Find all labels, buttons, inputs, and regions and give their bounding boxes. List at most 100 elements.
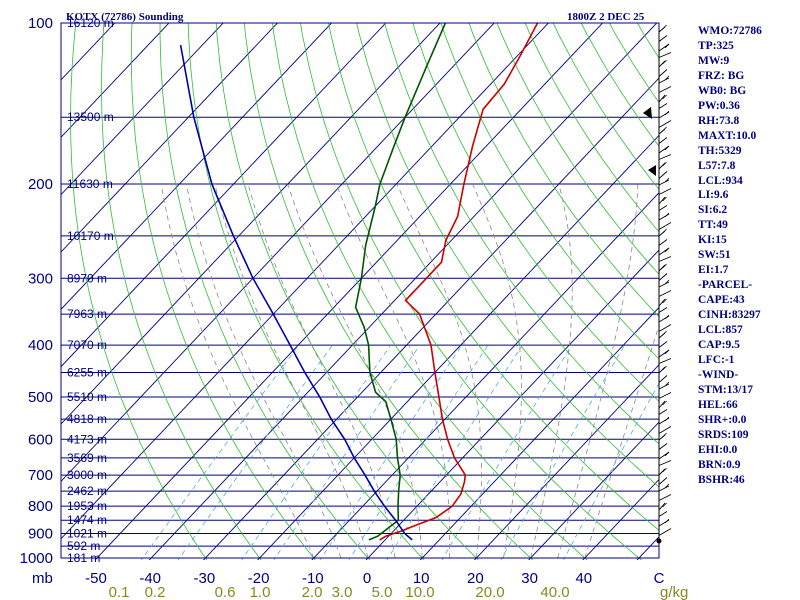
index-item: EHI:0.0 bbox=[698, 443, 738, 456]
index-item: -PARCEL- bbox=[698, 279, 753, 292]
index-item: CINH:83297 bbox=[698, 309, 761, 322]
wind-barb-flag bbox=[664, 110, 670, 116]
index-item: LI:9.6 bbox=[698, 189, 729, 202]
wind-barb bbox=[658, 196, 666, 205]
temperature-tick-label: -10 bbox=[302, 570, 324, 587]
wind-barb bbox=[658, 179, 670, 186]
isotherm-line bbox=[94, 23, 604, 560]
wind-barb bbox=[658, 222, 672, 230]
wind-barb bbox=[658, 188, 672, 195]
wind-barb bbox=[658, 137, 668, 144]
wind-barb bbox=[658, 528, 672, 536]
wind-barb bbox=[658, 358, 672, 364]
pressure-tick-label: 700 bbox=[28, 467, 53, 484]
index-item: KI:15 bbox=[698, 234, 727, 247]
wind-barb bbox=[658, 341, 668, 348]
dry-adiabat-line bbox=[215, 23, 479, 560]
wind-barb-flag bbox=[664, 416, 670, 422]
index-item: HEL:66 bbox=[698, 398, 738, 411]
height-label: 11630 m bbox=[67, 177, 113, 191]
index-item: LFC:-1 bbox=[698, 353, 735, 366]
wind-barb bbox=[658, 77, 670, 84]
isotherm-line bbox=[473, 364, 659, 560]
dry-adiabat-line bbox=[412, 23, 659, 402]
wind-barb-flag bbox=[664, 314, 670, 320]
mixing-ratio-line bbox=[273, 344, 421, 560]
pressure-tick-label: 1000 bbox=[20, 550, 53, 567]
dry-adiabat-line bbox=[384, 23, 659, 445]
isotherm-line bbox=[61, 23, 224, 196]
wind-barb bbox=[658, 375, 668, 383]
wind-barb-flag bbox=[662, 94, 667, 100]
wind-barb bbox=[658, 60, 666, 68]
height-label: 3569 m bbox=[67, 451, 107, 465]
wind-barb bbox=[658, 103, 668, 109]
surface-wind-marker bbox=[656, 538, 662, 544]
mixing-ratio-line bbox=[563, 382, 659, 560]
dry-adiabat-line bbox=[187, 23, 425, 560]
wind-barb bbox=[658, 494, 672, 501]
index-item: BSHR:46 bbox=[698, 473, 745, 486]
index-item: SHR+:0.0 bbox=[698, 413, 747, 426]
wind-barb-flag bbox=[662, 126, 667, 132]
isotherm-line bbox=[61, 23, 170, 138]
wind-barb bbox=[658, 35, 668, 42]
moist-adiabat-line bbox=[186, 184, 342, 559]
chart-title-right: 1800Z 2 DEC 25 bbox=[567, 11, 645, 23]
index-item: CAP:9.5 bbox=[698, 339, 740, 352]
dry-adiabat-line bbox=[159, 23, 371, 560]
wind-barb-flag bbox=[662, 330, 667, 336]
wind-barb bbox=[658, 298, 666, 307]
wind-barb-flag bbox=[664, 43, 670, 49]
temperature-tick-label: 40 bbox=[575, 570, 592, 587]
dry-adiabat-line bbox=[272, 23, 588, 560]
mixing-ratio-tick-label: 1.0 bbox=[250, 584, 271, 600]
index-item: STM:13/17 bbox=[698, 383, 753, 396]
mixing-ratio-tick-label: 0.6 bbox=[215, 584, 236, 600]
temperature-unit-label: C bbox=[654, 570, 665, 587]
temperature-tick-label: 20 bbox=[467, 570, 484, 587]
wind-barb bbox=[658, 468, 666, 476]
wind-barb bbox=[658, 162, 666, 170]
sounding-series-0 bbox=[379, 23, 539, 541]
isotherm-line bbox=[311, 192, 659, 560]
moist-adiabat-line bbox=[530, 184, 573, 559]
mixing-ratio-line bbox=[140, 344, 300, 560]
dry-adiabat-line bbox=[130, 23, 316, 560]
index-item: TT:49 bbox=[698, 219, 728, 232]
moist-adiabat-line bbox=[472, 183, 522, 559]
mixing-ratio-tick-label: 5.0 bbox=[372, 584, 393, 600]
isotherm-line bbox=[61, 23, 441, 425]
wind-barb-flag bbox=[662, 365, 667, 371]
index-item: PW:0.36 bbox=[698, 99, 740, 112]
height-label: 8970 m bbox=[67, 271, 107, 285]
wind-barb bbox=[658, 307, 668, 313]
height-label: 1021 m bbox=[67, 527, 107, 541]
wind-barb bbox=[658, 154, 672, 160]
wind-barb bbox=[658, 409, 668, 415]
isotherm-line bbox=[257, 134, 659, 560]
isotherm-line bbox=[61, 23, 333, 310]
wind-barb bbox=[658, 281, 670, 288]
wind-barb bbox=[658, 290, 672, 297]
wind-barb bbox=[658, 366, 666, 374]
dry-adiabat-line bbox=[496, 23, 659, 275]
wind-barb-flag bbox=[664, 381, 670, 387]
dry-adiabat-line bbox=[101, 23, 262, 560]
pressure-tick-label: 400 bbox=[28, 337, 53, 354]
height-label: 13500 m bbox=[67, 110, 114, 124]
dry-adiabat-line bbox=[300, 23, 643, 560]
wind-pennant bbox=[648, 165, 656, 176]
index-item: SI:6.2 bbox=[698, 204, 728, 217]
height-label: 7070 m bbox=[67, 338, 107, 352]
wind-barb bbox=[658, 426, 672, 434]
pressure-tick-label: 200 bbox=[28, 176, 53, 193]
wind-barb-flag bbox=[664, 279, 670, 285]
y-axis-label: mb bbox=[32, 570, 53, 587]
wind-barb-flag bbox=[664, 145, 670, 151]
wind-barb-flag bbox=[662, 196, 667, 202]
dry-adiabat-line bbox=[328, 23, 659, 531]
height-label: 3000 m bbox=[67, 468, 107, 482]
index-item: LCL:934 bbox=[698, 174, 743, 187]
wind-barb bbox=[658, 392, 672, 399]
